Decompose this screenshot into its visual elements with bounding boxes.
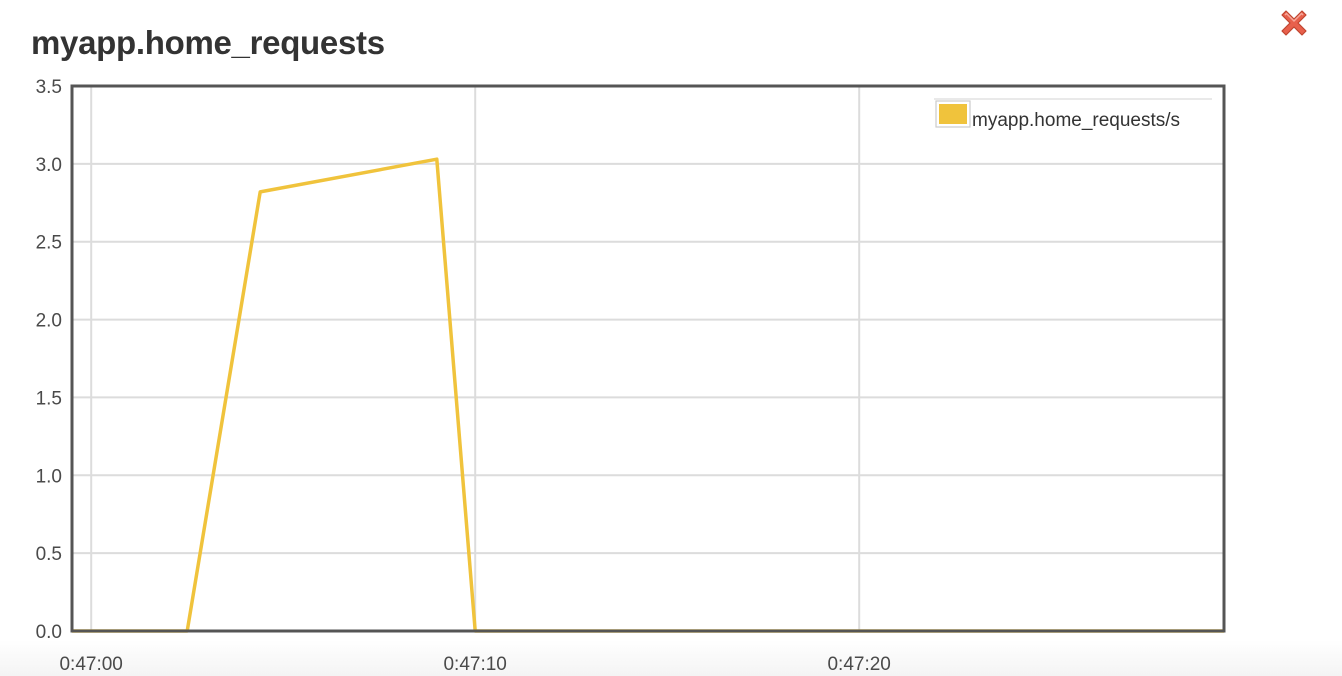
legend-label: myapp.home_requests/s [972,110,1180,131]
series-layer [72,157,1224,633]
x-tick-label: 0:47:20 [827,654,890,675]
page-title: myapp.home_requests [31,24,385,61]
y-tick-label: 2.5 [36,233,62,254]
x-axis-ticks: 0:47:00 0:47:10 0:47:20 [59,654,890,675]
y-tick-label: 0.5 [36,544,62,565]
x-tick-label: 0:47:10 [443,654,506,675]
y-tick-label: 0.0 [36,622,62,643]
y-tick-label: 1.5 [36,388,62,409]
y-tick-label: 3.5 [36,77,62,98]
grid-lines [72,85,1224,632]
plot-frame [70,84,1226,633]
x-tick-label: 0:47:00 [59,654,122,675]
y-axis-ticks: 0.0 0.5 1.0 1.5 2.0 2.5 3.0 3.5 [36,77,62,643]
y-tick-label: 1.0 [36,466,62,487]
legend: myapp.home_requests/s [934,98,1212,131]
y-tick-label: 2.0 [36,311,62,332]
series-line [72,157,1224,633]
legend-swatch [939,104,967,124]
y-tick-label: 3.0 [36,155,62,176]
close-x-icon[interactable] [1276,5,1312,41]
